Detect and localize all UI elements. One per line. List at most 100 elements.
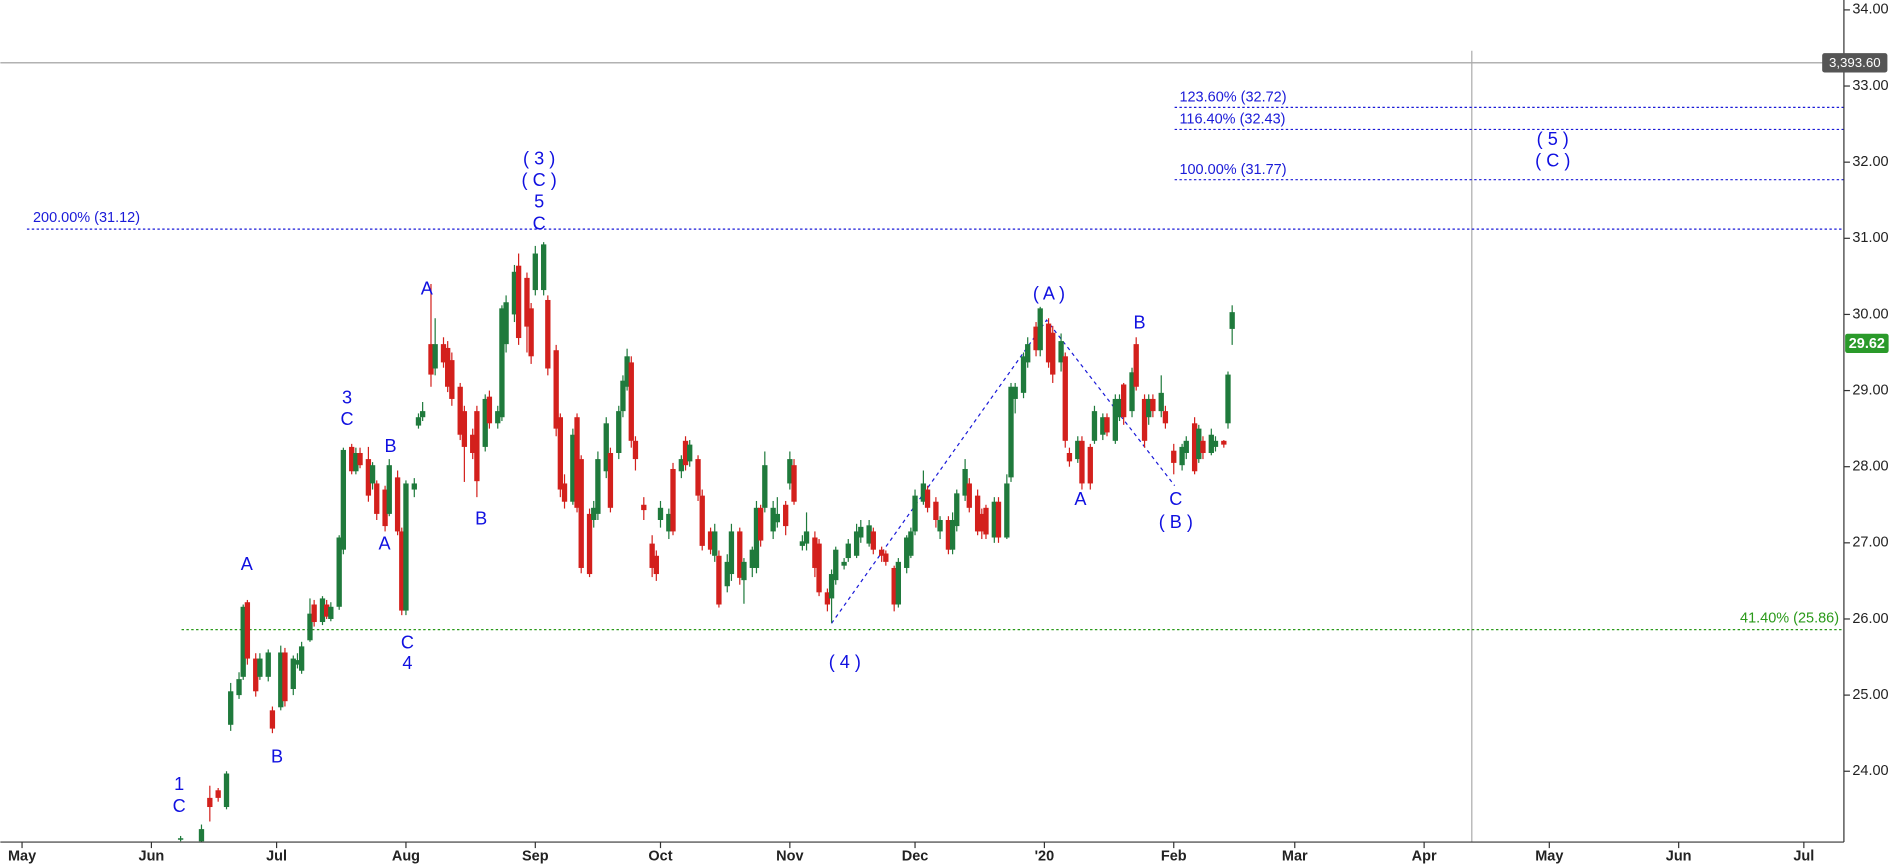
candle-body [1012, 386, 1018, 399]
x-tick-label: Dec [902, 848, 929, 864]
candle-body [858, 526, 864, 538]
candle-body [853, 531, 860, 556]
candle-body [707, 531, 714, 550]
candle-body [540, 244, 547, 291]
candle-body [649, 543, 655, 568]
candle-body [1141, 398, 1148, 441]
candle-body [319, 598, 326, 623]
candle-body [282, 652, 288, 702]
candle-body [762, 465, 768, 508]
candle-body [553, 350, 559, 429]
candle-body [294, 660, 301, 665]
candle-body [357, 452, 363, 466]
fib-label: 200.00% (31.12) [33, 210, 140, 226]
candle-body [1212, 440, 1219, 447]
candle-body [1112, 398, 1118, 441]
candle-body [1162, 411, 1169, 424]
candle-body [545, 299, 551, 369]
candle-body [474, 411, 480, 482]
candle-body [1146, 398, 1152, 418]
candle-body [570, 434, 576, 502]
candle-body [657, 507, 664, 520]
candle-body [908, 531, 914, 556]
candle-body [716, 555, 722, 605]
candle-body [1008, 386, 1014, 478]
candle-body [1200, 440, 1206, 453]
candle-body [278, 652, 284, 708]
x-tick-label: May [8, 848, 36, 864]
candle-body [741, 561, 747, 581]
candle-body [1221, 440, 1227, 445]
y-tick-label: 32.00 [1852, 154, 1888, 170]
candle-body [1045, 323, 1052, 363]
candle-body [428, 344, 434, 375]
candle-body [324, 604, 330, 617]
candle-body [365, 459, 372, 496]
candle-body [1133, 344, 1139, 387]
wave-label: A [421, 279, 434, 299]
wave-label: B [1134, 313, 1146, 333]
y-tick-label: 26.00 [1852, 611, 1888, 627]
candle-body [482, 398, 488, 447]
candle-body [1183, 440, 1189, 453]
candle-body [1229, 312, 1235, 329]
x-tick-label: Feb [1161, 848, 1187, 864]
candle-body [524, 277, 530, 327]
candle-body [578, 459, 584, 568]
candle-body [620, 380, 626, 412]
candle-body [432, 344, 438, 369]
candle-body [632, 440, 639, 460]
candle-body [995, 501, 1002, 538]
candle-body [841, 561, 847, 566]
candle-body [920, 483, 927, 502]
candle-body [311, 604, 317, 623]
candle-body [962, 468, 968, 496]
candle-body [486, 396, 493, 424]
candle-body [737, 531, 743, 578]
wave-label: ( B ) [1159, 512, 1193, 532]
candle-body [353, 452, 359, 472]
candle-body [223, 773, 230, 808]
candle-body [845, 543, 851, 559]
wave-label: B [271, 746, 283, 766]
candle-body [1020, 356, 1027, 393]
candle-body [912, 495, 918, 532]
fib-label: 41.40% (25.86) [1740, 611, 1839, 627]
candle-body [244, 602, 251, 659]
candle-body [269, 710, 276, 729]
y-tick-label: 28.00 [1852, 459, 1888, 475]
candle-body [891, 567, 897, 605]
candle-body [1191, 423, 1198, 472]
candle-body [1225, 374, 1231, 424]
candle-body [1158, 392, 1164, 412]
candle-body [445, 347, 451, 387]
candle-body [904, 537, 910, 568]
candle-body [883, 553, 889, 562]
candle-body [966, 483, 972, 508]
candle-body [253, 658, 259, 692]
candle-body [816, 543, 822, 593]
candle-body [1171, 450, 1177, 463]
fib-label: 116.40% (32.43) [1179, 112, 1285, 128]
last-price-label: 29.62 [1849, 336, 1885, 352]
wave-label: C [1169, 489, 1182, 509]
x-tick-label: Jun [1666, 848, 1692, 864]
candle-body [812, 537, 818, 568]
ref-price-badge [1822, 53, 1888, 73]
candle-body [515, 265, 522, 339]
candle-body [979, 513, 985, 532]
candle-body [1179, 446, 1185, 466]
candle-body [712, 531, 718, 556]
candle-body [1075, 440, 1081, 460]
candle-body [1037, 308, 1043, 351]
y-tick-label: 34.00 [1852, 2, 1888, 18]
wave-label: ( 5 ) [1537, 129, 1569, 149]
candle-body [991, 501, 997, 538]
y-tick-label: 24.00 [1852, 763, 1888, 779]
candle-body [983, 507, 989, 535]
candle-body [198, 829, 205, 842]
candle-body [328, 606, 334, 619]
y-tick-label: 31.00 [1852, 230, 1888, 246]
candle-body [532, 253, 538, 291]
